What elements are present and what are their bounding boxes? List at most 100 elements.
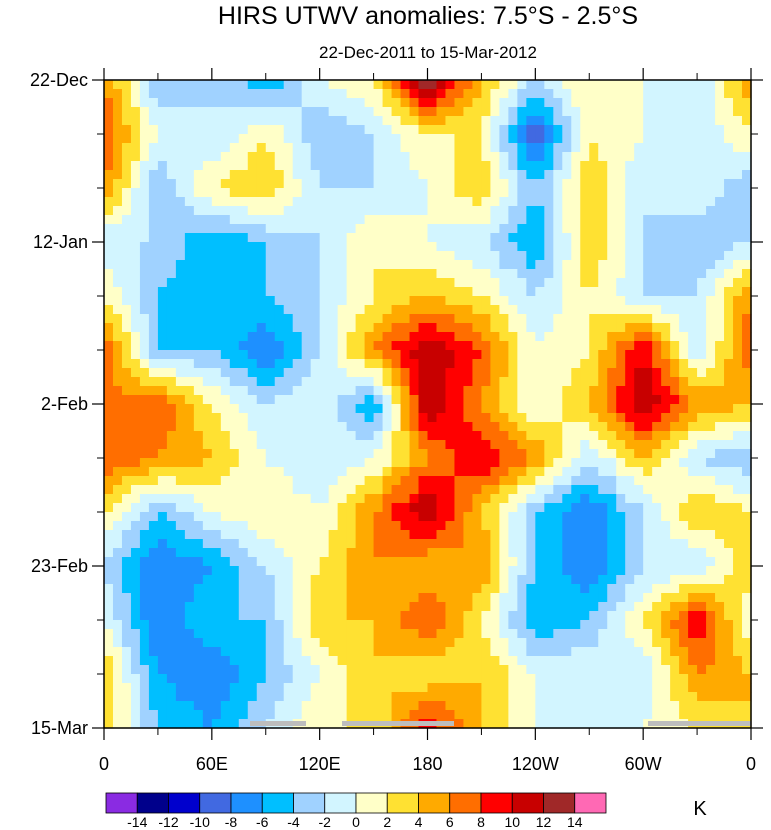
heatmap-cell (616, 287, 626, 297)
heatmap-cell (211, 539, 222, 549)
heatmap-cell (202, 296, 213, 306)
heatmap-cell (472, 359, 483, 369)
heatmap-cell (220, 494, 231, 504)
heatmap-cell (733, 629, 743, 639)
heatmap-cell (247, 98, 258, 108)
heatmap-cell (733, 440, 743, 450)
heatmap-cell (670, 548, 680, 558)
heatmap-cell (238, 350, 249, 360)
heatmap-cell (400, 422, 411, 432)
heatmap-cell (625, 80, 635, 90)
heatmap-cell (355, 188, 366, 198)
heatmap-cell (670, 611, 680, 621)
heatmap-cell (715, 656, 725, 666)
heatmap-cell (400, 143, 411, 153)
heatmap-cell (310, 161, 321, 171)
heatmap-cell (607, 548, 617, 558)
heatmap-cell (535, 404, 545, 414)
heatmap-cell (211, 98, 222, 108)
heatmap-cell (157, 647, 168, 657)
heatmap-cell (220, 170, 231, 180)
heatmap-cell (418, 440, 429, 450)
heatmap-cell (157, 359, 168, 369)
heatmap-cell (121, 611, 132, 621)
heatmap-cell (652, 629, 662, 639)
heatmap-cell (193, 521, 204, 531)
heatmap-cell (391, 251, 402, 261)
heatmap-cell (292, 341, 303, 351)
heatmap-cell (355, 125, 366, 135)
heatmap-cell (706, 233, 716, 243)
heatmap-cell (517, 449, 527, 459)
heatmap-cell (274, 431, 285, 441)
heatmap-cell (229, 134, 240, 144)
heatmap-cell (292, 116, 303, 126)
heatmap-cell (436, 215, 447, 225)
heatmap-cell (364, 215, 375, 225)
heatmap-cell (328, 323, 339, 333)
heatmap-cell (472, 323, 483, 333)
heatmap-cell (184, 602, 195, 612)
heatmap-cell (409, 260, 420, 270)
heatmap-cell (499, 143, 509, 153)
heatmap-cell (625, 233, 635, 243)
heatmap-cell (445, 647, 456, 657)
heatmap-cell (499, 224, 509, 234)
heatmap-cell (139, 530, 150, 540)
heatmap-cell (562, 251, 572, 261)
heatmap-cell (130, 647, 141, 657)
heatmap-cell (481, 143, 492, 153)
heatmap-cell (283, 332, 294, 342)
heatmap-cell (166, 98, 177, 108)
heatmap-cell (697, 476, 707, 486)
heatmap-cell (328, 413, 339, 423)
heatmap-cell (490, 305, 500, 315)
heatmap-cell (229, 170, 240, 180)
heatmap-cell (427, 242, 438, 252)
heatmap-cell (607, 629, 617, 639)
heatmap-cell (418, 548, 429, 558)
heatmap-cell (283, 314, 294, 324)
heatmap-cell (616, 251, 626, 261)
heatmap-cell (706, 638, 716, 648)
heatmap-cell (373, 350, 384, 360)
heatmap-cell (364, 602, 375, 612)
heatmap-cell (391, 134, 402, 144)
heatmap-cell (706, 665, 716, 675)
heatmap-cell (157, 422, 168, 432)
heatmap-cell (301, 197, 312, 207)
heatmap-cell (481, 584, 492, 594)
heatmap-cell (130, 620, 141, 630)
heatmap-cell (715, 188, 725, 198)
heatmap-cell (238, 107, 249, 117)
heatmap-cell (229, 584, 240, 594)
heatmap-cell (211, 431, 222, 441)
heatmap-cell (652, 170, 662, 180)
heatmap-cell (616, 638, 626, 648)
heatmap-cell (148, 548, 159, 558)
heatmap-cell (157, 269, 168, 279)
heatmap-cell (436, 413, 447, 423)
heatmap-cell (445, 251, 456, 261)
heatmap-cell (256, 395, 267, 405)
heatmap-cell (229, 431, 240, 441)
heatmap-cell (562, 665, 572, 675)
heatmap-cell (157, 107, 168, 117)
heatmap-cell (337, 647, 348, 657)
heatmap-cell (436, 125, 447, 135)
heatmap-cell (589, 125, 599, 135)
heatmap-cell (571, 440, 581, 450)
heatmap-cell (742, 530, 752, 540)
heatmap-cell (112, 206, 123, 216)
heatmap-cell (589, 602, 599, 612)
heatmap-cell (373, 674, 384, 684)
heatmap-cell (328, 629, 339, 639)
heatmap-cell (301, 395, 312, 405)
heatmap-cell (202, 161, 213, 171)
heatmap-cell (679, 404, 689, 414)
heatmap-cell (616, 611, 626, 621)
heatmap-cell (634, 548, 644, 558)
heatmap-cell (535, 575, 545, 585)
heatmap-cell (292, 134, 303, 144)
heatmap-cell (445, 242, 456, 252)
